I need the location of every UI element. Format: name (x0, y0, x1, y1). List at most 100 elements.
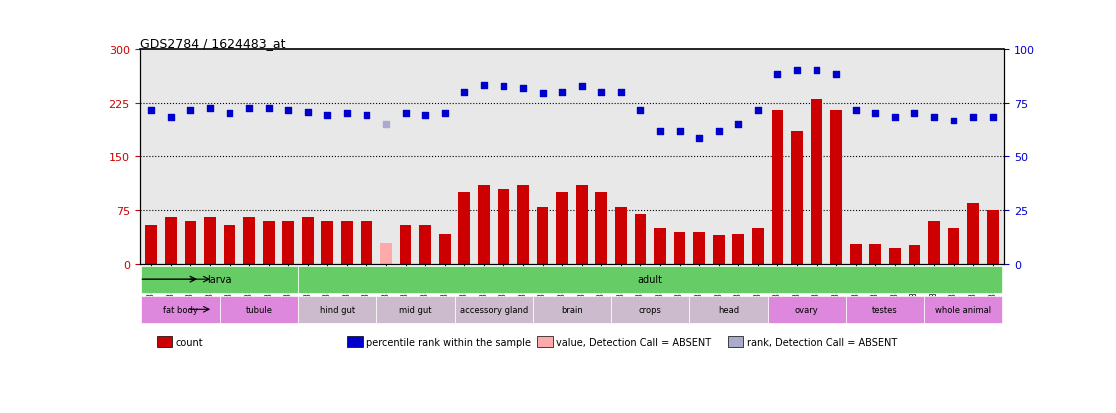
Point (455, 89, 473, 96)
Point (710, 128, 728, 135)
Point (749, 107, 767, 114)
Bar (302, 218, 314, 264)
Point (612, 89, 629, 96)
Bar (889, 249, 901, 264)
Bar (947, 229, 960, 264)
Bar (869, 244, 882, 264)
Text: fat body: fat body (163, 305, 198, 314)
Bar (478, 186, 490, 264)
Point (143, 107, 161, 114)
Point (377, 121, 395, 128)
Text: GDS2784 / 1624483_at: GDS2784 / 1624483_at (140, 37, 285, 50)
Bar (596, 193, 607, 264)
Point (162, 114, 180, 121)
FancyBboxPatch shape (220, 296, 298, 323)
Point (475, 82, 493, 89)
Bar (728, 336, 743, 347)
Point (573, 83, 590, 90)
Bar (439, 234, 451, 264)
Bar (674, 232, 685, 264)
Text: count: count (176, 337, 203, 347)
Text: whole animal: whole animal (935, 305, 991, 314)
FancyBboxPatch shape (690, 296, 768, 323)
Text: brain: brain (561, 305, 583, 314)
FancyBboxPatch shape (846, 296, 924, 323)
Bar (929, 221, 940, 264)
Point (221, 111, 239, 117)
Bar (360, 221, 373, 264)
Bar (347, 336, 363, 347)
Text: testes: testes (873, 305, 898, 314)
Text: head: head (718, 305, 739, 314)
Point (827, 71, 845, 78)
Point (396, 111, 414, 117)
Point (260, 106, 278, 112)
Bar (908, 246, 921, 264)
Bar (459, 193, 470, 264)
Bar (556, 193, 568, 264)
Text: ovary: ovary (795, 305, 819, 314)
Text: adult: adult (637, 275, 663, 285)
Point (964, 114, 982, 121)
Bar (830, 110, 841, 264)
Point (182, 107, 200, 114)
Bar (615, 207, 627, 264)
Bar (145, 225, 157, 264)
Bar (987, 211, 999, 264)
Point (436, 111, 454, 117)
Bar (517, 186, 529, 264)
Bar (849, 244, 862, 264)
Point (769, 71, 787, 78)
FancyBboxPatch shape (612, 296, 690, 323)
Bar (752, 229, 763, 264)
Bar (282, 221, 295, 264)
Point (808, 68, 826, 74)
FancyBboxPatch shape (142, 266, 298, 293)
Bar (538, 336, 552, 347)
Point (201, 105, 219, 112)
Point (554, 89, 571, 96)
Bar (420, 225, 431, 264)
Bar (968, 204, 979, 264)
Bar (771, 110, 783, 264)
FancyBboxPatch shape (376, 296, 454, 323)
Point (494, 83, 512, 90)
Bar (810, 100, 822, 264)
Bar (791, 132, 802, 264)
Text: hind gut: hind gut (319, 305, 355, 314)
Point (357, 112, 375, 119)
Text: accessory gland: accessory gland (460, 305, 528, 314)
Bar (400, 225, 412, 264)
Bar (341, 221, 353, 264)
Text: tubule: tubule (246, 305, 272, 314)
Bar (165, 218, 176, 264)
Text: percentile rank within the sample: percentile rank within the sample (366, 337, 531, 347)
FancyBboxPatch shape (532, 296, 612, 323)
Bar (693, 232, 705, 264)
Bar (635, 214, 646, 264)
Point (651, 128, 668, 135)
Text: larva: larva (208, 275, 232, 285)
Point (533, 91, 551, 97)
Point (671, 128, 689, 135)
Text: rank, Detection Call = ABSENT: rank, Detection Call = ABSENT (747, 337, 897, 347)
Bar (732, 234, 744, 264)
Bar (537, 207, 548, 264)
Bar (654, 229, 666, 264)
Bar (381, 243, 392, 264)
Point (632, 107, 650, 114)
Bar (223, 225, 235, 264)
Point (788, 68, 806, 74)
FancyBboxPatch shape (768, 296, 846, 323)
Bar (262, 221, 275, 264)
Point (279, 107, 297, 114)
Bar (576, 186, 588, 264)
Point (338, 111, 356, 117)
Point (318, 112, 336, 119)
Point (416, 112, 434, 119)
Point (847, 107, 865, 114)
Point (690, 136, 708, 142)
Point (886, 114, 904, 121)
FancyBboxPatch shape (298, 266, 1002, 293)
Bar (321, 221, 334, 264)
